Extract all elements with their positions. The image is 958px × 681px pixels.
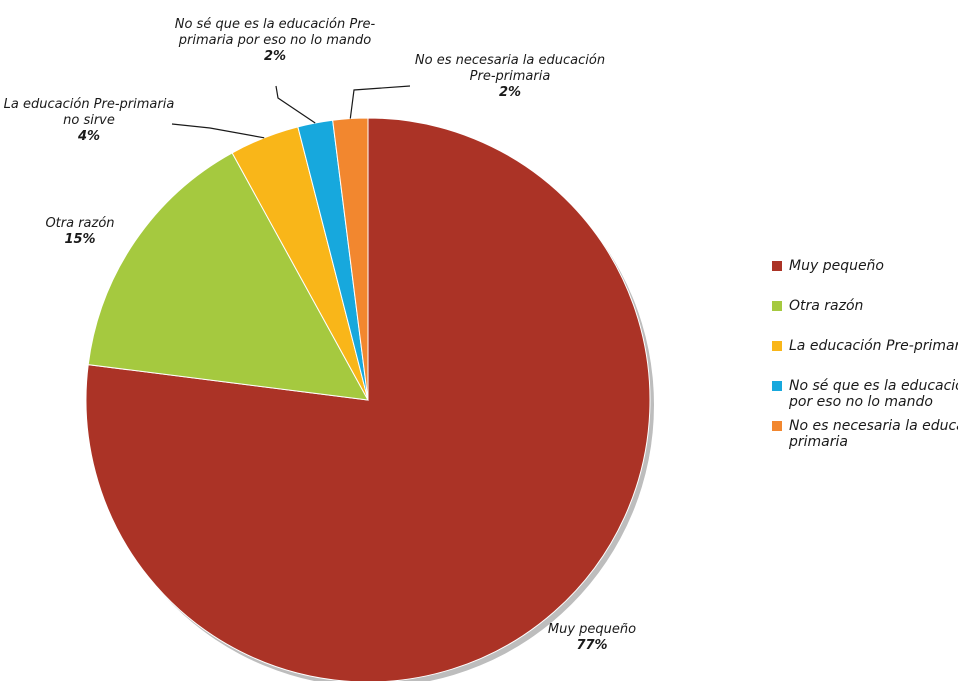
slice-label-percent: 2% (498, 85, 522, 100)
legend-label-line: Otra razón (789, 298, 864, 314)
legend-label: No sé que es la educación por eso no lo m… (789, 378, 958, 410)
legend-label-line: Muy pequeño (789, 258, 884, 274)
legend-label-line: por eso no lo mando (789, 394, 933, 410)
legend-label-line: La educación Pre-primaria (789, 338, 958, 354)
slice-label-otra-razon: Otra razón 15% (30, 216, 130, 248)
pie-slice-otra-razon (87, 152, 369, 401)
slice-label-text: Pre-primaria (469, 69, 551, 84)
slice-label-percent: 4% (77, 129, 101, 144)
leader-lines (171, 85, 411, 139)
legend-label: La educación Pre-primaria (789, 338, 958, 354)
pie-slices (85, 117, 651, 681)
slice-label-text: no sirve (63, 113, 115, 128)
legend-item-otra-razon: Otra razón (772, 298, 958, 314)
slice-label-text: Muy pequeño (547, 622, 637, 637)
slice-label-percent: 15% (64, 232, 96, 247)
slice-label-no-se-que-es: No sé que es la educación Pre-primaria p… (150, 17, 400, 65)
legend-item-no-sirve: La educación Pre-primaria (772, 338, 958, 354)
legend-label-line: primaria (789, 434, 848, 450)
slice-label-text: primaria por eso no lo mando (178, 33, 372, 48)
legend-item-no-se-que-es: No sé que es la educación por eso no lo m… (772, 378, 958, 410)
legend-label-line: No sé que es la educación (789, 378, 958, 394)
legend-item-muy-pequeno: Muy pequeño (772, 258, 958, 274)
leader-line-no-sirve (171, 123, 265, 139)
legend-label: Muy pequeño (789, 258, 884, 274)
legend-label: Otra razón (789, 298, 863, 314)
slice-label-percent: 77% (576, 638, 608, 653)
legend: Muy pequeño Otra razón La educación Pre-pr… (772, 258, 958, 450)
legend-swatch (772, 301, 782, 311)
slice-label-text: La educación Pre-primaria (3, 97, 175, 112)
legend-swatch (772, 341, 782, 351)
legend-label-line: No es necesaria la educa (789, 418, 958, 434)
leader-line-no-se-que-es (275, 85, 316, 124)
slice-label-percent: 2% (263, 49, 287, 64)
slice-label-muy-pequeno: Muy pequeño 77% (532, 622, 652, 654)
legend-swatch (772, 421, 782, 431)
slice-label-no-sirve: La educación Pre-primaria no sirve 4% (0, 97, 178, 145)
slice-label-text: No sé que es la educación Pre- (174, 17, 376, 32)
legend-swatch (772, 261, 782, 271)
legend-swatch (772, 381, 782, 391)
slice-label-text: No es necesaria la educación (414, 53, 606, 68)
leader-line-no-es-necesaria (349, 85, 411, 119)
legend-label: No es necesaria la educa primaria (789, 418, 958, 450)
slice-label-no-es-necesaria: No es necesaria la educación Pre-primaria… (405, 53, 615, 101)
slice-label-text: Otra razón (45, 216, 115, 231)
legend-item-no-es-necesaria: No es necesaria la educa primaria (772, 418, 958, 450)
